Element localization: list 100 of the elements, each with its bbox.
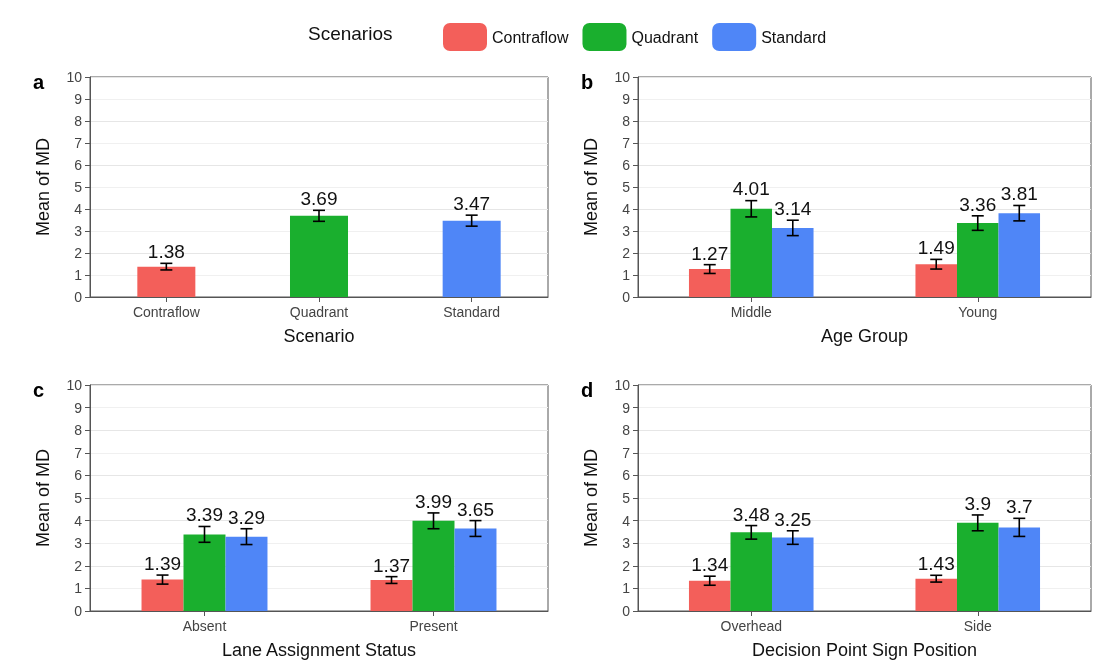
data-label: 3.65 bbox=[456, 498, 494, 520]
data-label: 1.39 bbox=[144, 553, 182, 575]
x-tick-label: Quadrant bbox=[289, 304, 349, 320]
y-axis-title: Mean of MD bbox=[581, 448, 601, 548]
y-tick-label: 9 bbox=[74, 91, 83, 107]
data-label: 1.37 bbox=[373, 554, 411, 576]
bar bbox=[772, 537, 814, 611]
y-tick-label: 5 bbox=[622, 490, 631, 506]
bar bbox=[370, 580, 413, 611]
legend-label: Quadrant bbox=[631, 28, 699, 46]
y-tick-label: 4 bbox=[622, 201, 631, 217]
y-tick-label: 8 bbox=[622, 113, 631, 129]
bar bbox=[772, 227, 814, 297]
x-tick-label: Standard bbox=[443, 304, 501, 320]
bar bbox=[688, 580, 731, 611]
y-tick-label: 1 bbox=[74, 580, 83, 597]
chart-title: a bbox=[33, 71, 45, 93]
x-axis-title: Age Group bbox=[820, 326, 909, 346]
y-tick-label: 7 bbox=[74, 444, 83, 461]
y-tick-label: 3 bbox=[622, 535, 631, 552]
data-label: 3.47 bbox=[453, 193, 491, 215]
data-label: 1.38 bbox=[147, 241, 185, 263]
x-tick-label: Middle bbox=[730, 304, 773, 320]
data-label: 1.49 bbox=[917, 237, 955, 259]
data-label: 3.14 bbox=[774, 198, 812, 220]
y-tick-label: 5 bbox=[74, 179, 83, 195]
data-label: 1.43 bbox=[917, 553, 955, 575]
y-tick-label: 7 bbox=[622, 135, 631, 151]
x-tick-label: Side bbox=[963, 618, 992, 634]
bar bbox=[915, 264, 957, 297]
y-tick-label: 10 bbox=[614, 377, 631, 393]
y-tick-label: 4 bbox=[622, 512, 631, 529]
bar bbox=[183, 534, 226, 611]
y-tick-label: 0 bbox=[74, 289, 83, 305]
x-tick-label: Overhead bbox=[720, 618, 782, 634]
y-tick-label: 3 bbox=[74, 535, 83, 552]
y-tick-label: 1 bbox=[74, 267, 83, 283]
bar bbox=[730, 208, 773, 297]
data-label: 4.01 bbox=[732, 178, 770, 200]
y-tick-label: 6 bbox=[622, 157, 631, 173]
y-tick-label: 4 bbox=[74, 201, 83, 217]
data-label: 3.7 bbox=[1006, 496, 1033, 518]
y-tick-label: 2 bbox=[74, 557, 83, 574]
bar bbox=[956, 522, 999, 611]
bar bbox=[956, 223, 999, 297]
y-axis-title: Mean of MD bbox=[33, 137, 53, 237]
y-tick-label: 0 bbox=[622, 289, 631, 305]
x-axis-title: Decision Point Sign Position bbox=[751, 640, 978, 660]
y-tick-label: 6 bbox=[622, 467, 631, 484]
data-label: 3.39 bbox=[186, 504, 223, 526]
x-tick-label: Present bbox=[409, 618, 458, 634]
y-tick-label: 4 bbox=[74, 512, 83, 529]
data-label: 3.81 bbox=[1000, 183, 1038, 205]
y-tick-label: 2 bbox=[74, 245, 83, 261]
legend-label: Contraflow bbox=[492, 28, 569, 46]
y-tick-label: 8 bbox=[74, 422, 83, 439]
data-label: 3.25 bbox=[774, 508, 812, 530]
x-axis-title: Lane Assignment Status bbox=[221, 640, 417, 660]
data-label: 1.34 bbox=[691, 554, 729, 576]
y-tick-label: 5 bbox=[74, 490, 83, 506]
y-tick-label: 10 bbox=[66, 377, 83, 393]
data-label: 3.36 bbox=[959, 193, 997, 215]
y-tick-label: 2 bbox=[622, 557, 631, 574]
y-tick-label: 0 bbox=[74, 603, 83, 619]
data-label: 3.9 bbox=[964, 492, 991, 514]
legend-label: Standard bbox=[761, 28, 827, 46]
bar bbox=[688, 269, 731, 297]
y-tick-label: 6 bbox=[74, 157, 83, 173]
legend-title: Scenarios bbox=[308, 23, 393, 44]
data-label: 3.69 bbox=[300, 188, 338, 210]
data-label: 3.48 bbox=[732, 503, 770, 525]
y-tick-label: 0 bbox=[622, 603, 631, 619]
bar bbox=[730, 532, 773, 611]
y-tick-label: 3 bbox=[74, 223, 83, 239]
bar bbox=[998, 527, 1041, 611]
bar bbox=[412, 520, 455, 611]
y-tick-label: 7 bbox=[622, 444, 631, 461]
y-axis-title: Mean of MD bbox=[581, 137, 601, 237]
y-tick-label: 2 bbox=[622, 245, 631, 261]
data-label: 3.99 bbox=[415, 490, 452, 512]
y-axis-title: Mean of MD bbox=[33, 448, 53, 548]
y-tick-label: 10 bbox=[614, 69, 631, 85]
y-tick-label: 1 bbox=[622, 580, 631, 597]
x-tick-label: Contraflow bbox=[132, 304, 201, 320]
bar bbox=[225, 536, 268, 611]
y-tick-label: 6 bbox=[74, 467, 83, 484]
data-label: 1.27 bbox=[691, 242, 729, 264]
chart-title: c bbox=[33, 379, 45, 401]
y-tick-label: 9 bbox=[74, 399, 83, 416]
bar bbox=[998, 213, 1041, 297]
bar bbox=[915, 578, 957, 611]
x-tick-label: Absent bbox=[182, 618, 227, 634]
bar bbox=[141, 579, 184, 611]
y-tick-label: 10 bbox=[66, 69, 83, 85]
y-tick-label: 9 bbox=[622, 91, 631, 107]
x-tick-label: Young bbox=[958, 304, 998, 320]
y-tick-label: 3 bbox=[622, 223, 631, 239]
y-tick-label: 5 bbox=[622, 179, 631, 195]
y-tick-label: 8 bbox=[74, 113, 83, 129]
y-tick-label: 7 bbox=[74, 135, 83, 151]
